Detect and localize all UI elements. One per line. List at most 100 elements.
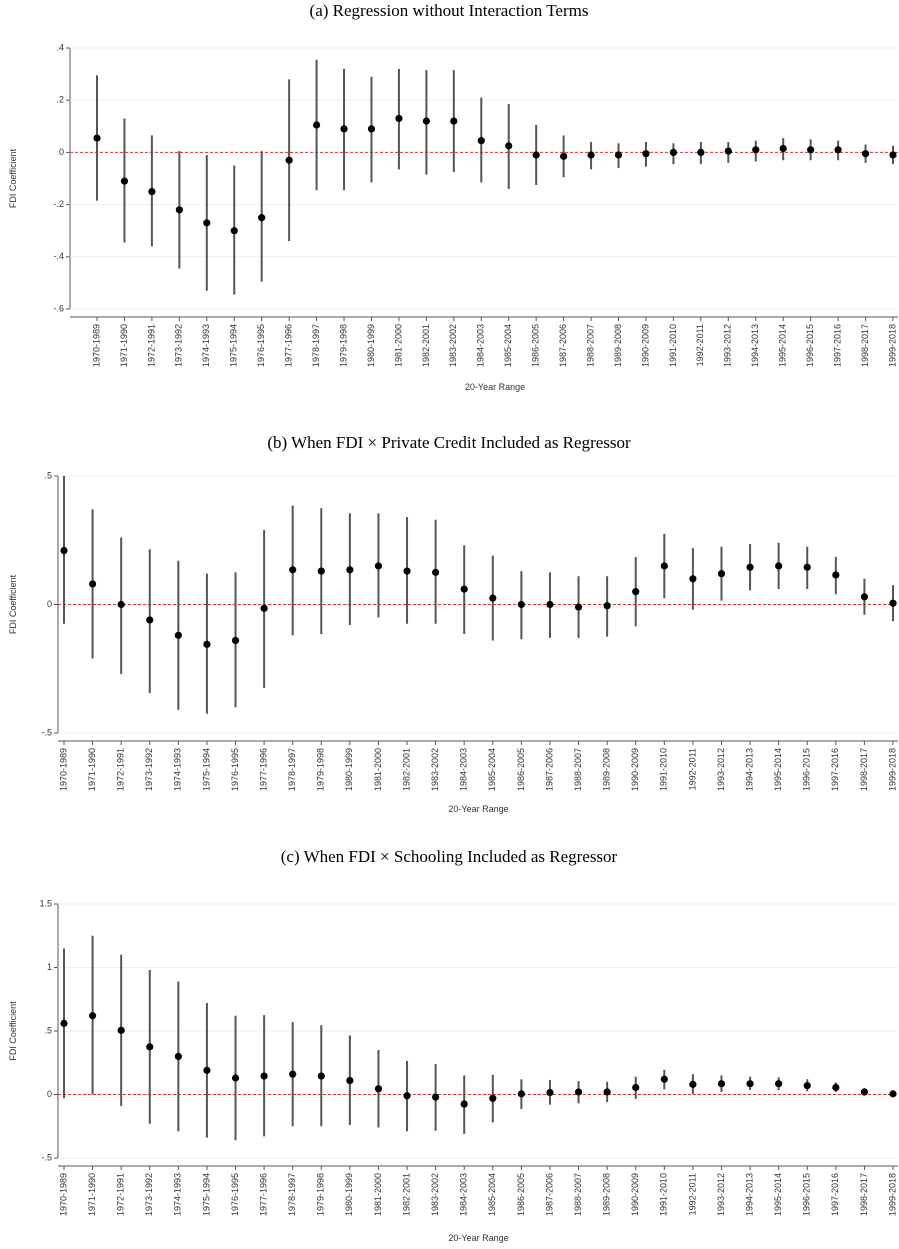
- x-tick-label: 1987-2006: [544, 1173, 554, 1216]
- x-tick-label: 1997-2016: [832, 324, 842, 367]
- point-estimate: [775, 1080, 783, 1088]
- point-estimate: [146, 616, 154, 624]
- x-tick-label: 1983-2002: [448, 324, 458, 367]
- point-estimate: [669, 148, 678, 156]
- x-tick-label: 1995-2014: [778, 324, 788, 367]
- point-estimate: [120, 177, 129, 185]
- x-tick-label: 1973-1992: [144, 1173, 154, 1216]
- x-tick-label: 1979-1998: [338, 324, 348, 367]
- point-estimate: [203, 1066, 211, 1074]
- x-tick-label: 1979-1998: [316, 1173, 326, 1216]
- point-estimate: [477, 137, 485, 145]
- x-tick-label: 1978-1997: [311, 324, 321, 367]
- x-axis-label: 20-Year Range: [448, 804, 508, 814]
- y-tick-label: 0: [47, 1089, 52, 1099]
- x-tick-label: 1991-2010: [659, 748, 669, 791]
- point-estimate: [832, 571, 840, 579]
- point-estimate: [374, 562, 383, 570]
- y-tick-label: .5: [44, 1025, 52, 1035]
- point-estimate: [746, 1080, 754, 1088]
- point-estimate: [60, 546, 68, 555]
- x-tick-label: 1975-1994: [229, 324, 239, 367]
- point-estimate: [505, 142, 513, 150]
- point-estimate: [832, 1083, 840, 1092]
- point-estimate: [560, 152, 568, 160]
- point-estimate: [574, 603, 583, 611]
- x-tick-label: 1985-2004: [503, 324, 513, 367]
- y-axis-label: FDI Coefficient: [8, 148, 18, 208]
- point-estimate: [317, 1072, 325, 1080]
- x-tick-label: 1994-2013: [750, 324, 760, 367]
- y-tick-label: 1: [47, 962, 52, 972]
- x-axis-label: 20-Year Range: [448, 1233, 508, 1243]
- y-tick-label: -.4: [53, 251, 64, 261]
- point-estimate: [746, 563, 754, 571]
- x-tick-label: 1971-1990: [87, 1173, 97, 1216]
- x-tick-label: 1982-2001: [421, 324, 431, 367]
- point-estimate: [88, 1012, 97, 1020]
- point-estimate: [258, 214, 266, 222]
- x-tick-label: 1986-2005: [531, 324, 541, 367]
- point-estimate: [532, 151, 540, 159]
- point-estimate: [312, 121, 321, 129]
- x-tick-label: 1983-2002: [430, 1173, 440, 1216]
- x-tick-label: 1991-2010: [659, 1173, 669, 1216]
- y-tick-label: .4: [56, 42, 64, 52]
- x-tick-label: 1974-1993: [173, 1173, 183, 1216]
- point-estimate: [289, 566, 297, 574]
- x-axis-label: 20-Year Range: [465, 382, 525, 392]
- point-estimate: [717, 1080, 726, 1088]
- x-tick-label: 1986-2005: [516, 1173, 526, 1216]
- point-estimate: [889, 151, 897, 159]
- y-axis-label: FDI Coefficient: [8, 574, 18, 634]
- x-tick-label: 1978-1997: [287, 1173, 297, 1216]
- point-estimate: [317, 567, 325, 575]
- point-estimate: [660, 1075, 668, 1083]
- x-tick-label: 1974-1993: [201, 324, 211, 367]
- x-tick-label: 1973-1992: [144, 748, 154, 791]
- point-estimate: [203, 640, 211, 648]
- point-estimate: [117, 1026, 125, 1034]
- point-estimate: [834, 146, 842, 154]
- point-estimate: [860, 1088, 869, 1096]
- y-tick-label: .2: [56, 95, 64, 105]
- point-estimate: [752, 146, 760, 154]
- x-tick-label: 1970-1989: [91, 324, 101, 367]
- point-estimate: [517, 600, 525, 609]
- point-estimate: [517, 1090, 525, 1098]
- x-tick-label: 1990-2009: [630, 748, 640, 791]
- x-tick-label: 1992-2011: [687, 748, 697, 790]
- point-estimate: [117, 600, 125, 609]
- point-estimate: [489, 1094, 497, 1102]
- point-estimate: [803, 1082, 811, 1090]
- point-estimate: [93, 134, 101, 142]
- x-tick-label: 1986-2005: [516, 748, 526, 791]
- x-tick-label: 1989-2008: [602, 748, 612, 791]
- point-estimate: [422, 117, 430, 125]
- x-tick-label: 1972-1991: [116, 1173, 126, 1216]
- point-estimate: [395, 114, 403, 123]
- x-tick-label: 1994-2013: [744, 748, 754, 791]
- x-tick-label: 1988-2007: [573, 1173, 583, 1216]
- x-tick-label: 1992-2011: [695, 324, 705, 366]
- x-tick-label: 1996-2015: [802, 1173, 812, 1216]
- x-tick-label: 1981-2000: [393, 324, 403, 367]
- point-estimate: [717, 570, 726, 578]
- x-tick-label: 1999-2018: [887, 748, 897, 791]
- x-tick-label: 1974-1993: [173, 748, 183, 791]
- point-estimate: [860, 593, 869, 601]
- x-tick-label: 1975-1994: [201, 748, 211, 791]
- x-tick-label: 1983-2002: [430, 748, 440, 791]
- point-estimate: [460, 1100, 468, 1108]
- y-tick-label: 1.5: [39, 898, 52, 908]
- x-tick-label: 1985-2004: [487, 748, 497, 791]
- point-estimate: [689, 575, 697, 583]
- x-tick-label: 1976-1995: [256, 324, 266, 367]
- x-tick-label: 1993-2012: [716, 748, 726, 791]
- point-estimate: [231, 636, 240, 645]
- point-estimate: [88, 580, 97, 588]
- x-tick-label: 1996-2015: [805, 324, 815, 367]
- point-estimate: [146, 1043, 154, 1051]
- x-tick-label: 1970-1989: [58, 748, 68, 791]
